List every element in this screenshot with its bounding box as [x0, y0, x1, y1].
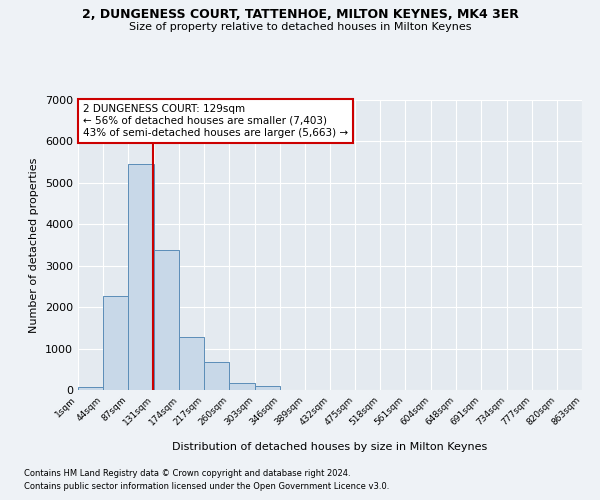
- Text: Contains public sector information licensed under the Open Government Licence v3: Contains public sector information licen…: [24, 482, 389, 491]
- Bar: [204, 362, 229, 390]
- Text: Size of property relative to detached houses in Milton Keynes: Size of property relative to detached ho…: [129, 22, 471, 32]
- Bar: [179, 336, 204, 390]
- Bar: [254, 386, 280, 390]
- Y-axis label: Number of detached properties: Number of detached properties: [29, 158, 40, 332]
- Text: 2 DUNGENESS COURT: 129sqm
← 56% of detached houses are smaller (7,403)
43% of se: 2 DUNGENESS COURT: 129sqm ← 56% of detac…: [83, 104, 348, 138]
- Bar: [78, 387, 103, 390]
- Bar: [128, 164, 154, 390]
- Bar: [229, 384, 254, 390]
- Bar: [103, 296, 128, 390]
- Text: Contains HM Land Registry data © Crown copyright and database right 2024.: Contains HM Land Registry data © Crown c…: [24, 468, 350, 477]
- Text: 2, DUNGENESS COURT, TATTENHOE, MILTON KEYNES, MK4 3ER: 2, DUNGENESS COURT, TATTENHOE, MILTON KE…: [82, 8, 518, 20]
- Text: Distribution of detached houses by size in Milton Keynes: Distribution of detached houses by size …: [172, 442, 488, 452]
- Bar: [154, 250, 179, 390]
